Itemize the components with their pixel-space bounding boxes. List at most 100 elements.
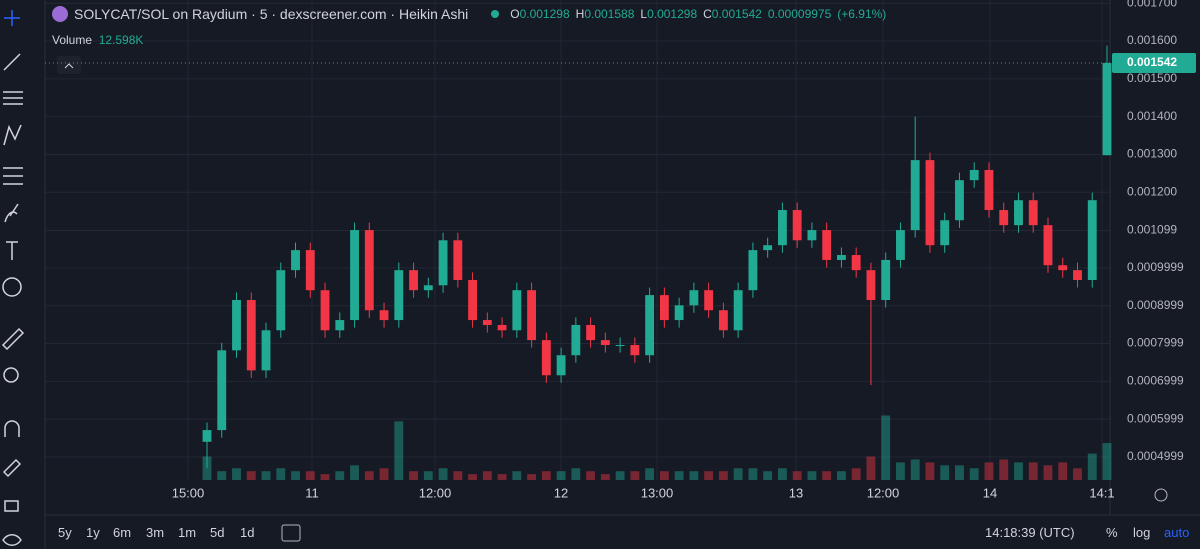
y-tick-label: 0.0008999 [1127, 298, 1184, 312]
visibility-tool[interactable] [2, 534, 22, 546]
candle-body [217, 350, 227, 431]
candle-body [674, 305, 684, 321]
volume-bar [674, 471, 684, 480]
candle-body [438, 240, 448, 286]
y-tick-label: 0.0005999 [1127, 411, 1184, 425]
settings-button[interactable] [1154, 488, 1168, 502]
candle-body [350, 230, 359, 321]
collapse-button[interactable] [57, 56, 81, 74]
candle-body [851, 255, 861, 271]
candle-body [984, 169, 994, 211]
volume-bar [645, 468, 655, 480]
brush-tool[interactable] [4, 203, 19, 223]
lock-tool[interactable] [4, 500, 19, 512]
y-tick-label: 0.0006999 [1127, 374, 1184, 388]
candle-body [955, 180, 964, 221]
fib-tool[interactable] [3, 91, 23, 105]
open-value: 0.001298 [519, 7, 570, 21]
crosshair-tool[interactable] [4, 10, 20, 26]
range-button[interactable]: 1m [178, 525, 197, 540]
volume-bar [689, 471, 699, 480]
text-tool[interactable] [6, 241, 18, 260]
candle-body [748, 250, 758, 291]
volume-bar [969, 468, 979, 480]
range-button[interactable]: 6m [113, 525, 132, 540]
range-button[interactable]: 5d [210, 525, 225, 540]
volume-bar [896, 462, 905, 480]
candle-body [896, 230, 905, 260]
candle-body [763, 245, 773, 251]
candle-body [571, 324, 581, 356]
x-tick-label: 12:00 [419, 485, 452, 500]
candle-body [1043, 225, 1053, 266]
candle-body [689, 290, 699, 306]
range-button[interactable]: 1y [86, 525, 100, 540]
candle-body [276, 270, 286, 331]
candle-body [379, 310, 389, 321]
grid [45, 0, 1110, 480]
candle-body [527, 290, 537, 341]
range-button[interactable]: 5y [58, 525, 72, 540]
volume-bar [350, 465, 359, 480]
volume-title: Volume [52, 33, 93, 47]
y-tick-label: 0.0004999 [1127, 449, 1184, 463]
volume-bar [866, 456, 876, 480]
lock-drawing-tool[interactable] [2, 458, 22, 478]
last-price-tag [1112, 52, 1196, 73]
volume-bar [1087, 453, 1097, 480]
volume-bar [748, 468, 758, 480]
candle-body [482, 320, 492, 325]
drawing-toolbar[interactable] [1, 10, 25, 546]
volume-bar [379, 468, 389, 480]
y-tick-label: 0.001400 [1127, 109, 1177, 123]
date-range-button[interactable] [281, 524, 301, 542]
candle-body [600, 340, 610, 346]
candle-body [305, 250, 315, 291]
volume-bar [409, 471, 418, 480]
candle-body [232, 300, 241, 351]
ohlc-letter: H [575, 7, 585, 21]
candle-body [969, 169, 979, 181]
close-value: 0.001542 [711, 7, 762, 21]
volume-bar [910, 459, 920, 480]
candle-body [497, 324, 507, 331]
volume-bar [630, 471, 640, 480]
range-button[interactable]: 3m [146, 525, 165, 540]
y-tick-label: 0.001099 [1127, 223, 1177, 237]
candle-body [586, 324, 596, 341]
prediction-tool[interactable] [3, 167, 23, 185]
candle-body [202, 430, 212, 442]
zoom-tool[interactable] [3, 367, 19, 383]
scale-button[interactable]: log [1133, 525, 1151, 540]
collapse-icon [64, 63, 74, 69]
volume-bar [718, 471, 728, 480]
volume-bar [364, 471, 374, 480]
y-tick-label: 0.001200 [1127, 184, 1177, 198]
ohlc-letter: O [510, 7, 520, 21]
volume-bar [217, 471, 227, 480]
volume-bar [394, 421, 404, 480]
x-tick-label: 13:00 [641, 485, 674, 500]
candle-body [925, 160, 935, 246]
volume-bar [586, 471, 596, 480]
candle-body [704, 290, 714, 311]
scale-button[interactable]: % [1106, 525, 1118, 540]
change-percent: (+6.91%) [837, 7, 887, 21]
measure-tool[interactable] [1, 327, 25, 351]
candle-body [910, 160, 920, 231]
volume-bar [704, 471, 714, 480]
emoji-tool[interactable] [2, 277, 22, 297]
range-button[interactable]: 1d [240, 525, 255, 540]
magnet-tool[interactable] [4, 420, 20, 437]
candle-body [1087, 200, 1097, 280]
candle-body [822, 230, 832, 260]
scale-button[interactable]: auto [1164, 525, 1190, 540]
candle-body [1102, 62, 1112, 156]
pattern-tool[interactable] [3, 124, 22, 146]
line-tool[interactable] [3, 53, 21, 71]
volume-bar [822, 471, 832, 480]
candle-body [792, 210, 802, 241]
y-tick-label: 0.001500 [1127, 71, 1177, 85]
candle-body [453, 240, 463, 280]
volume-bar [615, 471, 625, 480]
